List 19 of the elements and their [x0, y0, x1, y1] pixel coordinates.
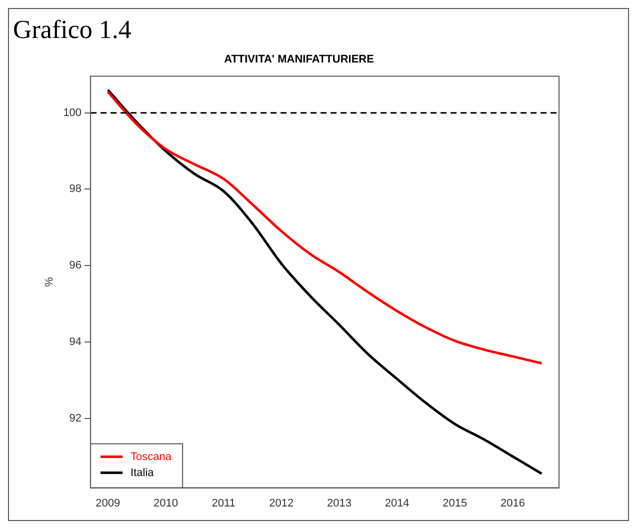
- legend-label: Italia: [130, 466, 155, 479]
- y-axis-title: %: [44, 276, 56, 287]
- x-tick-label: 2016: [500, 497, 525, 510]
- x-tick-label: 2014: [384, 497, 410, 510]
- y-tick-label: 96: [69, 260, 82, 272]
- x-tick-label: 2009: [96, 497, 120, 510]
- y-tick-label: 100: [63, 106, 82, 119]
- x-tick-label: 2011: [212, 497, 236, 510]
- x-tick-label: 2010: [153, 497, 178, 510]
- y-tick-label: 94: [69, 336, 82, 348]
- line-series: [106, 90, 543, 365]
- chart-title: ATTIVITA' MANIFATTURIERE: [224, 54, 374, 66]
- x-tick-label: 2013: [326, 497, 352, 510]
- legend-label: Toscana: [130, 450, 172, 463]
- x-tick-label: 2015: [442, 497, 468, 510]
- chart-subtitle: Grafico 1.4: [12, 14, 132, 46]
- x-tick-label: 2012: [269, 497, 294, 510]
- y-tick-label: 98: [69, 183, 82, 196]
- y-tick-label: 92: [69, 412, 82, 424]
